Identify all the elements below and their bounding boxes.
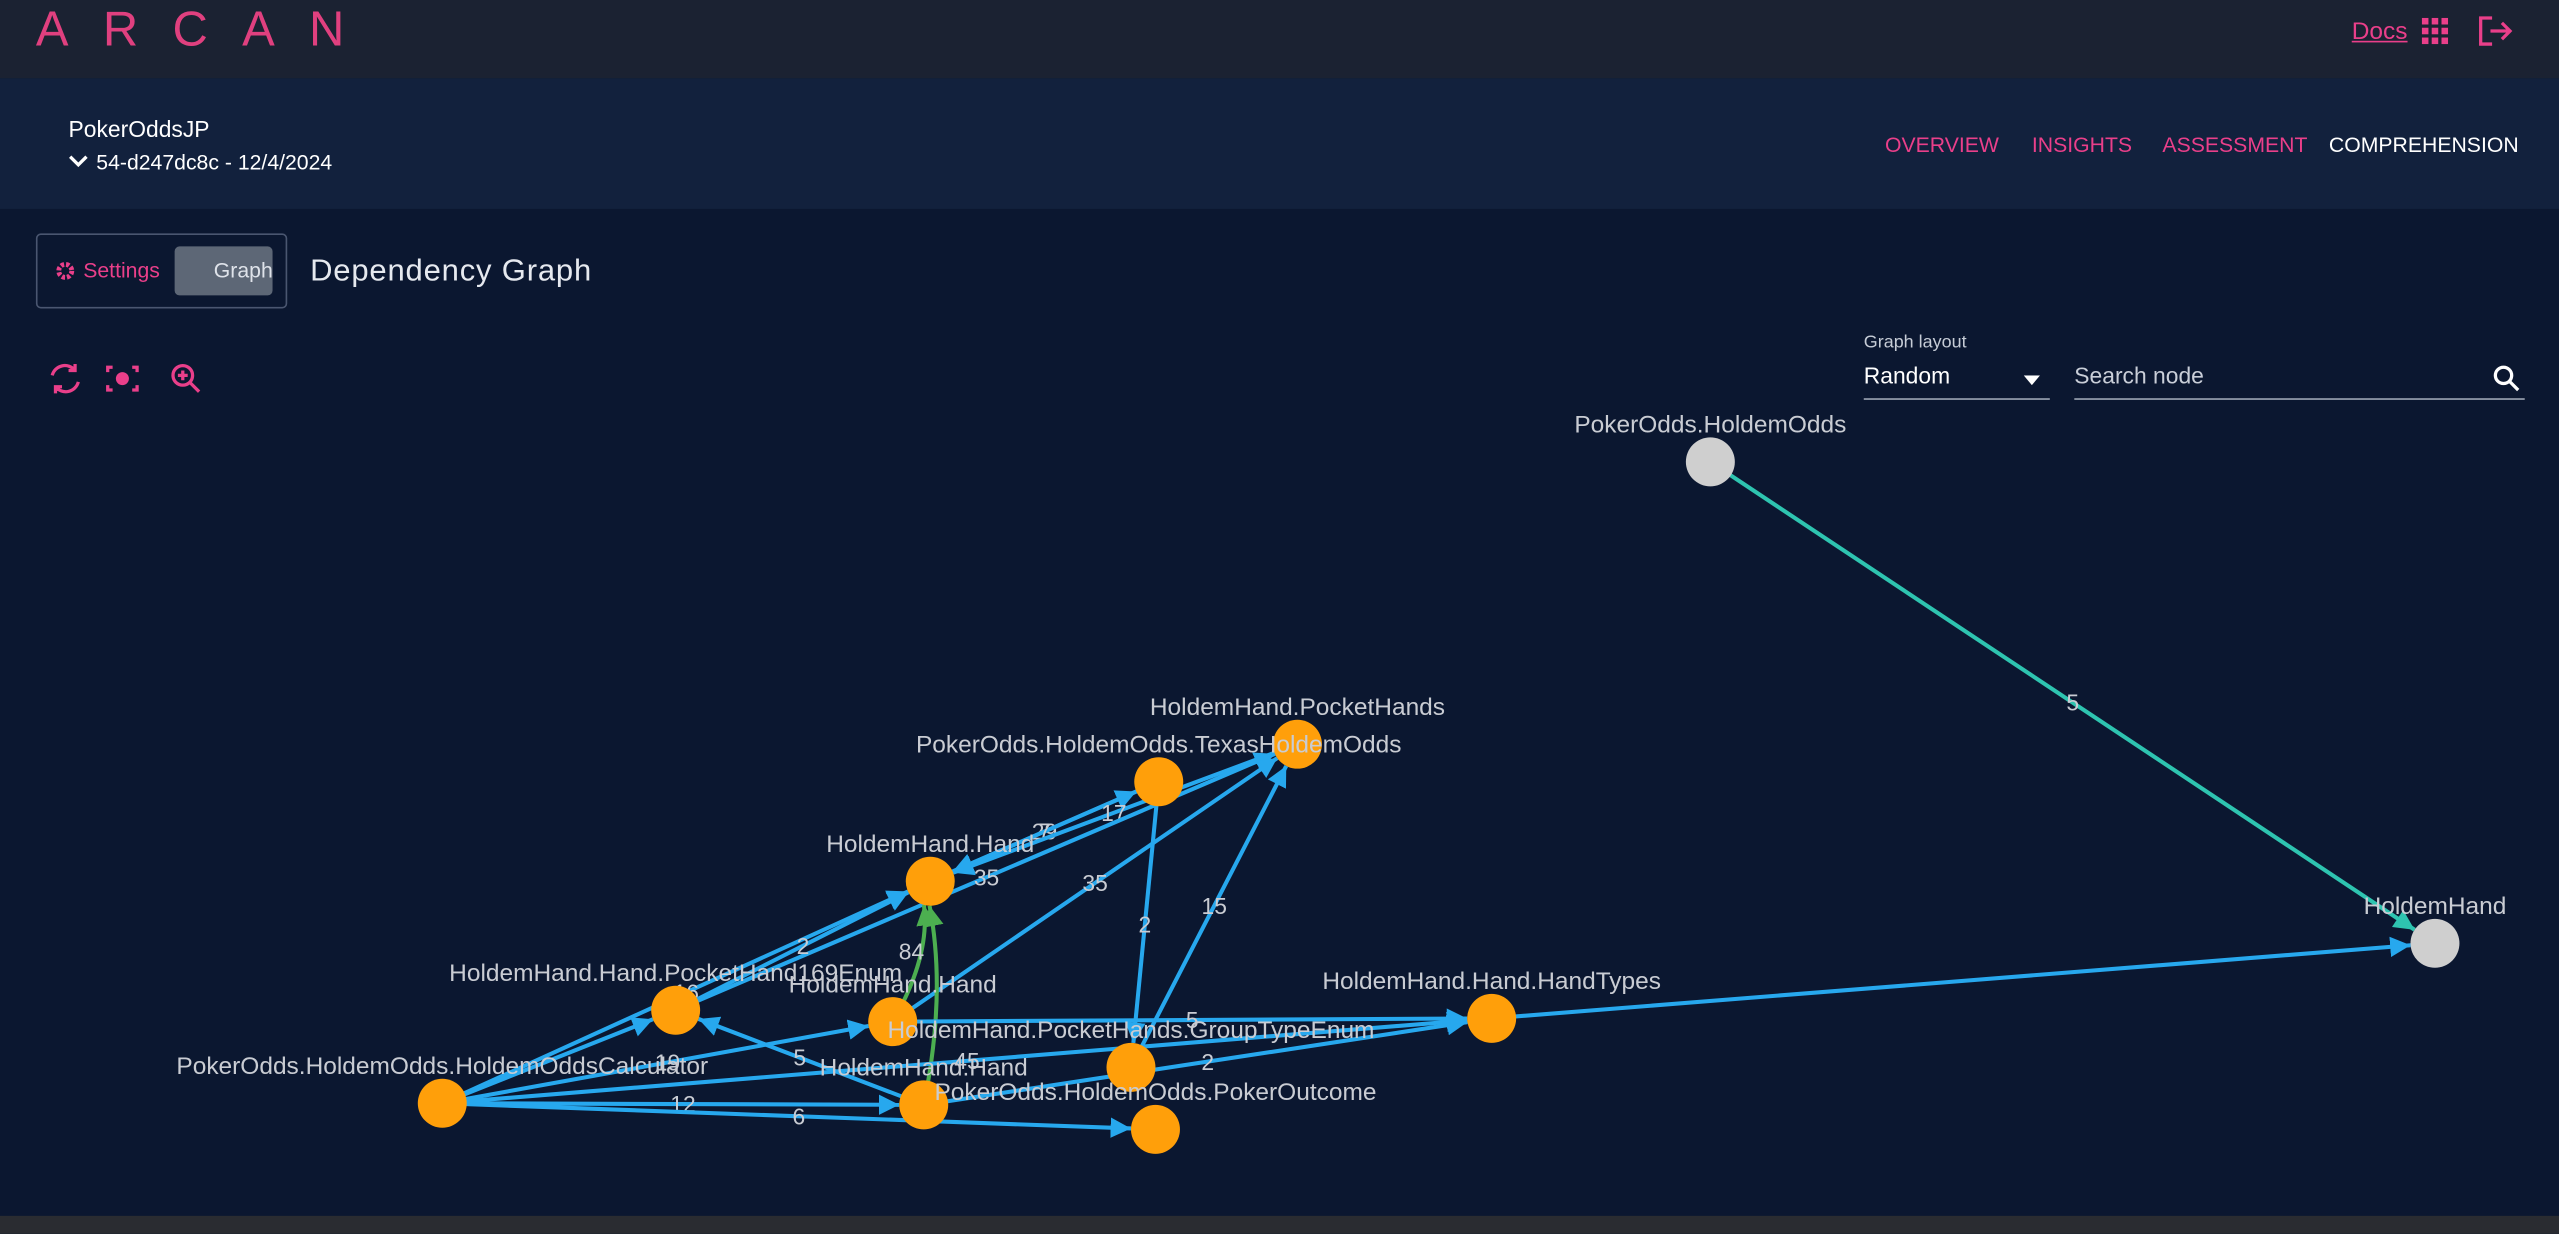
page-title: Dependency Graph	[310, 254, 593, 289]
edge-label: 2	[1139, 912, 1152, 938]
edge-label: 2	[1201, 1049, 1214, 1075]
node-label: HoldemHand.Hand.HandTypes	[1322, 968, 1661, 995]
chevron[interactable]	[69, 153, 89, 169]
edge-label: 35	[1082, 870, 1107, 896]
node[interactable]	[1130, 1104, 1180, 1154]
node[interactable]	[1272, 719, 1322, 769]
search-icon[interactable]	[2492, 364, 2521, 393]
edge	[891, 756, 1279, 1024]
edge	[441, 1019, 869, 1106]
edge-label: 5	[1186, 1007, 1199, 1033]
version[interactable]: 54-d247dc8c - 12/4/2024	[96, 150, 333, 175]
edge-label: 5	[793, 1045, 806, 1071]
edge	[1125, 781, 1161, 1044]
edge-label: 35	[974, 864, 999, 890]
node-label: HoldemHand.PocketHands	[1150, 694, 1445, 721]
edge	[674, 890, 910, 1013]
layout-label: Graph layout	[1863, 332, 1967, 353]
edge	[1129, 765, 1289, 1069]
nav-link[interactable]: COMPREHENSION	[2328, 132, 2519, 157]
zoom-button[interactable]	[171, 363, 201, 393]
edge-label: 45	[954, 1048, 979, 1074]
node-label: HoldemHand	[2364, 893, 2507, 920]
edge	[1709, 460, 2416, 932]
edge	[1491, 936, 2411, 1021]
docs-link[interactable]: Docs	[2351, 17, 2408, 46]
layout-value: Random	[1863, 362, 1951, 389]
top-bar: ARCAN Docs	[0, 0, 2559, 79]
logout-icon[interactable]	[2477, 15, 2513, 48]
edge-label: 6	[793, 1103, 806, 1129]
node-label: PokerOdds.HoldemOdds.TexasHoldemOdds	[916, 731, 1402, 758]
edge	[441, 1017, 654, 1106]
node[interactable]	[1134, 757, 1184, 807]
node[interactable]	[651, 985, 701, 1035]
fit-button[interactable]	[106, 365, 139, 392]
toolbar	[50, 363, 201, 394]
node[interactable]	[899, 1080, 949, 1130]
tab-active[interactable]: Graph	[174, 246, 273, 296]
edge	[442, 1094, 900, 1115]
node[interactable]	[905, 856, 955, 906]
layout-select[interactable]: Random	[1863, 362, 2050, 400]
node-label: HoldemHand.Hand	[820, 1055, 1028, 1082]
edge	[892, 1008, 1468, 1029]
gear-icon	[56, 261, 75, 280]
refresh-button[interactable]	[50, 363, 80, 394]
status-bar	[0, 1215, 2559, 1234]
node[interactable]	[417, 1078, 467, 1128]
node-label: HoldemHand.PocketHands.GroupTypeEnum	[888, 1017, 1375, 1044]
edge	[923, 1015, 1468, 1107]
nav-link[interactable]: OVERVIEW	[1884, 132, 1999, 157]
edge	[697, 1016, 925, 1107]
node[interactable]	[1106, 1042, 1156, 1092]
node-label: HoldemHand.Hand	[826, 831, 1034, 858]
nav-link[interactable]: ASSESSMENT	[2162, 132, 2308, 157]
node[interactable]	[1685, 437, 1735, 487]
brand[interactable]: ARCAN	[35, 3, 379, 58]
node[interactable]	[2410, 918, 2460, 968]
edge-label: 15	[1202, 893, 1227, 919]
edge	[921, 905, 944, 1106]
node-label: HoldemHand.Hand	[789, 971, 997, 998]
node-label: PokerOdds.HoldemOdds.HoldemOddsCalculato…	[176, 1053, 708, 1080]
edge-label: 19	[655, 1050, 680, 1076]
edge	[442, 1011, 1468, 1106]
node[interactable]	[868, 997, 918, 1047]
node-label: HoldemHand.Hand.PocketHand169Enum	[449, 960, 902, 987]
edge-label: 84	[899, 939, 925, 965]
edge	[442, 1101, 1132, 1138]
edge-label: 2	[797, 933, 810, 959]
search-placeholder: Search node	[2074, 362, 2204, 389]
edge	[674, 751, 1276, 1013]
project-bar	[0, 78, 2559, 209]
nav-link[interactable]: INSIGHTS	[2031, 132, 2133, 157]
tab[interactable]: Settings	[83, 257, 160, 283]
project-name: PokerOddsJP	[68, 115, 210, 142]
apps-icon[interactable]	[2420, 16, 2449, 45]
edge-label: 5	[2066, 690, 2079, 716]
search-input[interactable]: Search node	[2074, 362, 2525, 400]
caret	[2023, 375, 2041, 386]
node[interactable]	[1467, 993, 1517, 1043]
edge	[952, 742, 1299, 876]
tab-group: Settings Graph	[35, 233, 288, 309]
node-label: PokerOdds.HoldemOdds	[1574, 411, 1846, 438]
node-label: PokerOdds.HoldemOdds.PokerOutcome	[934, 1079, 1376, 1106]
